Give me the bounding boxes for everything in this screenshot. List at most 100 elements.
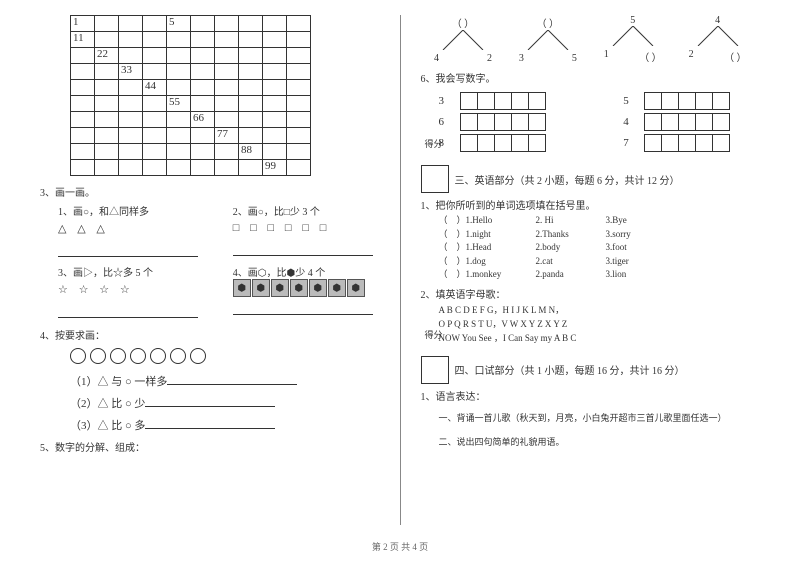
left-column: 15112233445566778899 3、画一画。 1、画○，和△同样多 △… (30, 15, 390, 525)
grid-cell (95, 96, 119, 112)
q3-s4-apples: ⬢⬢⬢⬢⬢⬢⬢ (233, 279, 380, 297)
abc-line3: NOW You See ，I Can Say my A B C (439, 331, 761, 345)
grid-cell (215, 160, 239, 176)
grid-cell (239, 128, 263, 144)
q3-s3-label: 3、画▷，比☆多 5 个 (58, 264, 205, 279)
grid-cell (215, 16, 239, 32)
answer-blank (233, 303, 373, 315)
abc-line2: O P Q R S T U，V W X Y Z X Y Z (439, 317, 761, 331)
grid-cell: 88 (239, 144, 263, 160)
grid-cell (215, 112, 239, 128)
s3-prompt2: 2、填英语字母歌： (421, 286, 761, 301)
section4-title: 四、口试部分（共 1 小题，每题 16 分，共计 16 分） (455, 362, 685, 377)
page-footer: 第 2 页 共 4 页 (30, 540, 770, 553)
grid-cell (167, 128, 191, 144)
grid-cell (239, 16, 263, 32)
grid-cell (239, 48, 263, 64)
grid-cell (95, 112, 119, 128)
grid-cell: 5 (167, 16, 191, 32)
s4-line1: 一、背诵一首儿歌（秋天到，月亮，小白兔开超市三首儿歌里面任选一） (439, 411, 761, 425)
grid-cell (143, 16, 167, 32)
grid-cell (215, 48, 239, 64)
grid-cell (143, 32, 167, 48)
listening-option-row: （ ）1.Hello2. Hi3.Bye (439, 214, 761, 228)
q4-circles (70, 348, 380, 367)
grid-cell (287, 64, 311, 80)
grid-cell (191, 96, 215, 112)
worksheet-page: 15112233445566778899 3、画一画。 1、画○，和△同样多 △… (30, 15, 770, 525)
hexagon-icon: ⬢ (309, 279, 327, 297)
grid-cell: 33 (119, 64, 143, 80)
q3-row1: 1、画○，和△同样多 △ △ △ 2、画○，比□少 3 个 □ □ □ □ □ … (58, 203, 380, 260)
hexagon-icon: ⬢ (290, 279, 308, 297)
grid-cell (143, 48, 167, 64)
grid-cell (71, 112, 95, 128)
grid-cell (143, 96, 167, 112)
grid-cell (119, 32, 143, 48)
grid-cell: 99 (263, 160, 287, 176)
grid-cell (167, 32, 191, 48)
grid-cell (71, 64, 95, 80)
grid-cell (71, 80, 95, 96)
branch-diagram: 42（ ） (683, 15, 753, 64)
grid-cell: 11 (71, 32, 95, 48)
hexagon-icon: ⬢ (328, 279, 346, 297)
score-box (421, 165, 449, 193)
grid-cell (263, 128, 287, 144)
grid-cell (263, 32, 287, 48)
q4-l1-text: （1）△ 与 ○ 一样多 (70, 376, 167, 388)
grid-cell (191, 48, 215, 64)
branch-diagram: （ ）35 (513, 15, 583, 64)
grid-cell: 44 (143, 80, 167, 96)
grid-cell (143, 160, 167, 176)
grid-cell (239, 112, 263, 128)
grid-cell (71, 144, 95, 160)
listening-option-row: （ ）1.dog2.cat3.tiger (439, 255, 761, 269)
grid-cell (143, 128, 167, 144)
q4-line1: （1）△ 与 ○ 一样多 (70, 373, 380, 389)
grid-cell (95, 160, 119, 176)
column-divider (400, 15, 401, 525)
number-box-row: 4 (623, 113, 760, 131)
right-column: （ ）42（ ）3551（ ）42（ ） 6、我会写数字。 368 547 得分… (411, 15, 771, 525)
score-box (421, 356, 449, 384)
grid-cell (287, 128, 311, 144)
branch-diagrams: （ ）42 （ ）35 51（ ） 42（ ） (421, 15, 761, 64)
grid-cell (95, 64, 119, 80)
score-label: 得分 (425, 328, 443, 341)
grid-cell: 77 (215, 128, 239, 144)
hexagon-icon: ⬢ (347, 279, 365, 297)
branch-diagram: 51（ ） (598, 15, 668, 64)
grid-cell (95, 144, 119, 160)
grid-cell (95, 16, 119, 32)
grid-cell (215, 64, 239, 80)
grid-cell (239, 96, 263, 112)
grid-cell (263, 16, 287, 32)
grid-cell (167, 112, 191, 128)
fill-blank (167, 375, 297, 385)
grid-cell (119, 112, 143, 128)
q3-s2-shapes: □ □ □ □ □ □ (233, 222, 380, 234)
grid-cell (167, 64, 191, 80)
grid-cell (191, 16, 215, 32)
grid-cell (191, 160, 215, 176)
q4-l2-text: （2）△ 比 ○ 少 (70, 398, 145, 410)
grid-cell (119, 48, 143, 64)
abc-line1: A B C D E F G，H I J K L M N， (439, 303, 761, 317)
grid-cell (287, 112, 311, 128)
grid-cell (71, 128, 95, 144)
number-box-row: 3 (439, 92, 576, 110)
grid-cell (239, 64, 263, 80)
grid-cell (71, 160, 95, 176)
grid-cell (119, 96, 143, 112)
grid-cell (215, 96, 239, 112)
grid-cell (143, 144, 167, 160)
branch-diagram: （ ）42 (428, 15, 498, 64)
grid-cell (191, 80, 215, 96)
q3-title: 3、画一画。 (40, 184, 380, 199)
grid-cell (191, 64, 215, 80)
fill-blank (145, 397, 275, 407)
grid-cell (287, 96, 311, 112)
grid-cell: 22 (95, 48, 119, 64)
grid-cell (95, 128, 119, 144)
